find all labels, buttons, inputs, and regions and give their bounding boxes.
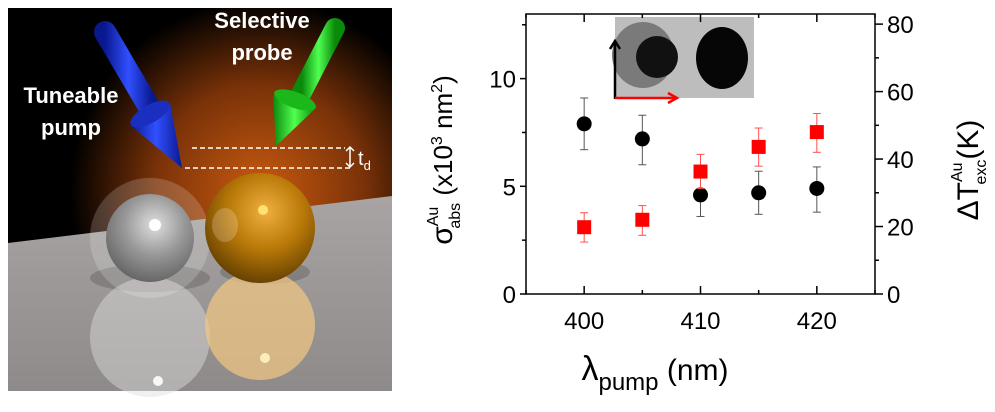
- data-point-square: [809, 125, 824, 140]
- x-tick-label: 400: [564, 308, 604, 335]
- plot-frame: [525, 13, 876, 295]
- x-tick-label: 410: [680, 308, 720, 335]
- data-point-square: [693, 164, 708, 179]
- left-y-tick-label: 0: [503, 282, 516, 309]
- right-y-tick-label: 20: [887, 215, 914, 242]
- left-y-tick-label: 10: [489, 67, 516, 94]
- probe-label-line2: probe: [231, 40, 292, 65]
- right-y-tick-label: 40: [887, 147, 914, 174]
- data-point-square: [635, 212, 650, 227]
- probe-arrow-icon: [273, 18, 345, 146]
- left-y-tick-label: 5: [503, 174, 516, 201]
- x-tick-label: 420: [797, 308, 837, 335]
- tem-inset-image: [608, 17, 754, 105]
- pump-label-line2: pump: [41, 115, 101, 140]
- core-sphere: [106, 194, 194, 282]
- probe-label-line1: Selective: [214, 8, 309, 33]
- right-y-tick-label: 0: [887, 282, 900, 309]
- x-axis-label: λpump (nm): [581, 350, 728, 396]
- pump-label-line1: Tuneable: [24, 83, 119, 108]
- data-point-square: [577, 220, 592, 235]
- data-point-circle: [693, 187, 708, 203]
- shell-halo: [89, 177, 211, 299]
- left-y-axis-label: σAu abs (x103 nm2): [425, 75, 464, 245]
- right-y-tick-label: 80: [887, 12, 914, 39]
- data-point-circle: [809, 180, 825, 196]
- gray-sphere-reflection: [90, 277, 210, 397]
- right-y-axis-label: ΔTAu exc(K): [949, 120, 990, 221]
- data-point-square: [751, 139, 766, 154]
- data-point-circle: [576, 116, 592, 132]
- data-point-circle: [751, 185, 767, 201]
- pump-arrow-icon: [94, 21, 182, 168]
- gold-sphere-reflection: [205, 270, 315, 380]
- right-y-tick-label: 60: [887, 80, 914, 107]
- data-point-circle: [634, 131, 650, 147]
- pump-probe-illustration: td Selective probe Tuneable pump: [8, 8, 392, 397]
- gold-sphere: [205, 173, 315, 283]
- delay-label: td: [358, 148, 371, 173]
- delay-arrow-icon: [345, 145, 355, 169]
